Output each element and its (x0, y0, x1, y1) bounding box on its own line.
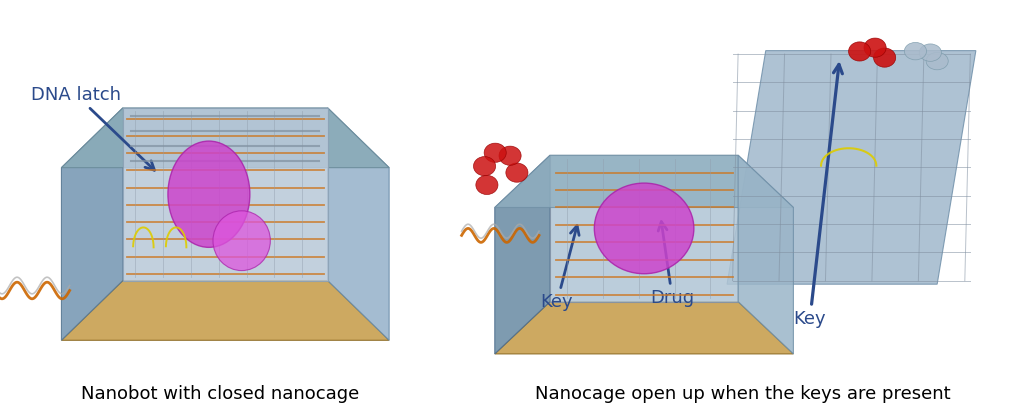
Ellipse shape (473, 156, 496, 176)
Ellipse shape (864, 38, 886, 57)
Ellipse shape (873, 48, 896, 67)
Polygon shape (495, 155, 794, 208)
Polygon shape (123, 108, 328, 281)
Polygon shape (738, 155, 794, 354)
Polygon shape (727, 51, 976, 284)
Ellipse shape (499, 146, 521, 165)
Polygon shape (61, 281, 389, 340)
Ellipse shape (506, 163, 528, 182)
Text: Nanobot with closed nanocage: Nanobot with closed nanocage (81, 385, 359, 403)
Ellipse shape (476, 176, 498, 195)
Ellipse shape (168, 141, 250, 247)
Ellipse shape (849, 42, 870, 61)
Polygon shape (328, 108, 389, 340)
Ellipse shape (904, 42, 927, 60)
Text: Key: Key (794, 64, 843, 328)
Polygon shape (61, 108, 123, 340)
Polygon shape (495, 302, 794, 354)
Polygon shape (550, 155, 738, 302)
Ellipse shape (484, 143, 506, 162)
Polygon shape (495, 155, 550, 354)
Text: DNA latch: DNA latch (31, 85, 155, 170)
Ellipse shape (213, 211, 270, 271)
Ellipse shape (926, 52, 948, 70)
Text: Drug: Drug (650, 222, 694, 307)
Text: Key: Key (541, 226, 580, 311)
Polygon shape (61, 108, 389, 168)
Text: Nanocage open up when the keys are present: Nanocage open up when the keys are prese… (535, 385, 950, 403)
Ellipse shape (594, 183, 694, 274)
Ellipse shape (920, 44, 941, 61)
